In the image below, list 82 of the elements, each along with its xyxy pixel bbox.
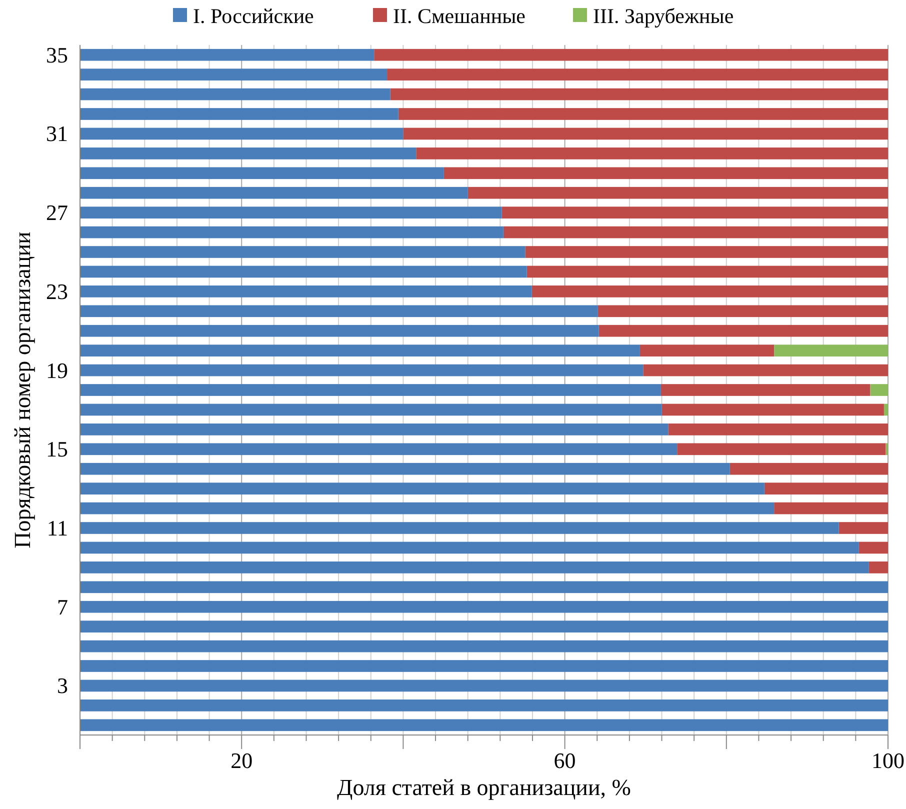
bar [374, 48, 888, 61]
legend-label: I. Российские [193, 4, 314, 28]
bar [526, 266, 888, 278]
y-tick-label: 11 [46, 516, 68, 540]
bar [677, 443, 886, 456]
bar [80, 186, 468, 199]
bar [80, 266, 527, 278]
bar [416, 148, 888, 160]
bar [80, 384, 661, 396]
bar [80, 581, 888, 594]
bar [80, 719, 888, 732]
bar [80, 305, 598, 318]
bar [80, 344, 640, 356]
bar [80, 324, 599, 337]
bar [444, 167, 888, 180]
bar [80, 660, 888, 672]
legend-label: III. Зарубежные [593, 4, 734, 28]
x-axis-title: Доля статей в организации, % [337, 775, 631, 800]
y-axis-title: Порядковый номер организации [10, 232, 35, 548]
y-tick-label: 27 [46, 200, 68, 226]
bar [80, 206, 502, 218]
bar [774, 344, 888, 356]
bar [80, 128, 404, 140]
y-tick-label: 3 [57, 673, 68, 698]
y-tick-label: 19 [46, 358, 68, 383]
bar [80, 680, 888, 692]
bar [730, 462, 888, 475]
y-tick-label: 31 [46, 121, 68, 146]
bar [80, 482, 764, 494]
bar [80, 148, 416, 160]
bar [643, 364, 888, 376]
bar [387, 68, 888, 80]
bar [80, 640, 888, 652]
bar [80, 462, 730, 475]
bar [80, 68, 388, 80]
bar [80, 542, 859, 554]
bar [80, 364, 644, 376]
y-tick-label: 15 [46, 436, 68, 462]
bar [884, 404, 888, 416]
bar [80, 167, 444, 180]
bar [764, 482, 888, 494]
bar [80, 700, 888, 712]
bar [858, 542, 888, 554]
bar [398, 108, 888, 120]
bar [80, 404, 662, 416]
x-tick-label: 100 [872, 748, 904, 773]
bar [668, 424, 888, 436]
bar [774, 502, 888, 514]
bar [532, 286, 888, 298]
bar [80, 286, 532, 298]
bar [80, 620, 888, 632]
bar [80, 226, 504, 238]
bar [662, 404, 884, 416]
bar [80, 522, 839, 534]
bar [80, 600, 888, 613]
bar [870, 384, 888, 396]
bar [390, 88, 888, 100]
y-tick-label: 35 [46, 42, 68, 68]
bar [80, 108, 398, 120]
bar [80, 502, 774, 514]
x-tick-label: 20 [230, 748, 253, 773]
bar [80, 48, 374, 61]
bar [660, 384, 870, 396]
bar [502, 206, 888, 218]
legend-label: II. Смешанные [393, 4, 526, 28]
bar [868, 562, 888, 574]
bar [598, 305, 888, 318]
bar [598, 324, 888, 337]
bar [80, 246, 526, 258]
bar [403, 128, 888, 140]
bar [525, 246, 888, 258]
x-tick-label: 60 [554, 748, 576, 773]
bar [80, 443, 678, 456]
bar [640, 344, 774, 356]
y-tick-label: 23 [46, 278, 68, 304]
bar [80, 562, 869, 574]
bar [80, 424, 668, 436]
bar [838, 522, 888, 534]
bar [80, 88, 390, 100]
bar [503, 226, 888, 238]
bar [468, 186, 888, 199]
y-tick-label: 7 [57, 594, 68, 620]
